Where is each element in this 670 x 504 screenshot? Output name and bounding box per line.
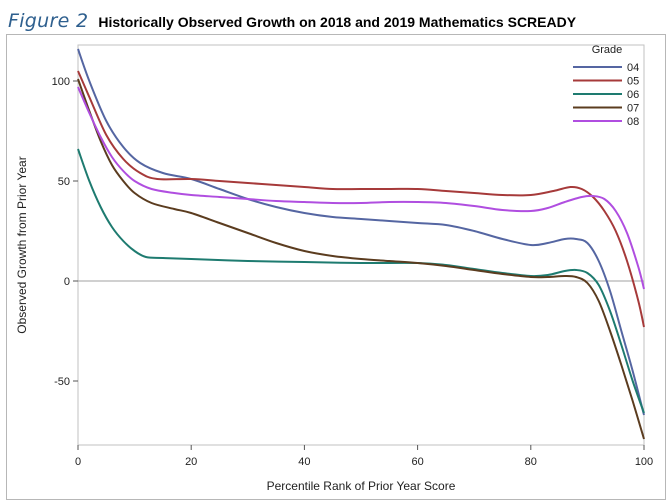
series-lines — [77, 48, 645, 440]
x-tick-label: 100 — [635, 456, 653, 468]
y-axis-label: Observed Growth from Prior Year — [15, 156, 29, 333]
chart-title: Historically Observed Growth on 2018 and… — [98, 14, 577, 30]
chart-frame — [6, 34, 666, 500]
legend-label-06: 06 — [627, 89, 639, 101]
legend-label-04: 04 — [627, 62, 639, 74]
y-tick-label: 50 — [58, 176, 70, 188]
x-tick-label: 40 — [298, 456, 310, 468]
y-axis: -50 0 50 100 — [52, 76, 78, 388]
x-axis-label: Percentile Rank of Prior Year Score — [267, 479, 456, 493]
series-line-grade-08 — [77, 86, 645, 290]
figure-header: Figure 2 Historically Observed Growth on… — [8, 10, 576, 36]
x-axis: 0 20 40 60 80 100 — [75, 445, 653, 468]
series-line-grade-07 — [77, 78, 645, 440]
x-tick-label: 0 — [75, 456, 81, 468]
figure-label: Figure 2 — [8, 10, 89, 32]
legend-label-05: 05 — [627, 76, 639, 88]
legend-label-08: 08 — [627, 116, 639, 128]
series-line-grade-05 — [77, 70, 645, 328]
y-tick-label: -50 — [54, 376, 70, 388]
x-tick-label: 80 — [525, 456, 537, 468]
legend-title: Grade — [592, 44, 623, 56]
plot-area — [77, 44, 645, 446]
y-tick-label: 100 — [52, 76, 70, 88]
legend-label-07: 07 — [627, 103, 639, 115]
x-tick-label: 20 — [185, 456, 197, 468]
y-tick-label: 0 — [64, 276, 70, 288]
series-line-grade-04 — [77, 48, 645, 416]
x-tick-label: 60 — [411, 456, 423, 468]
